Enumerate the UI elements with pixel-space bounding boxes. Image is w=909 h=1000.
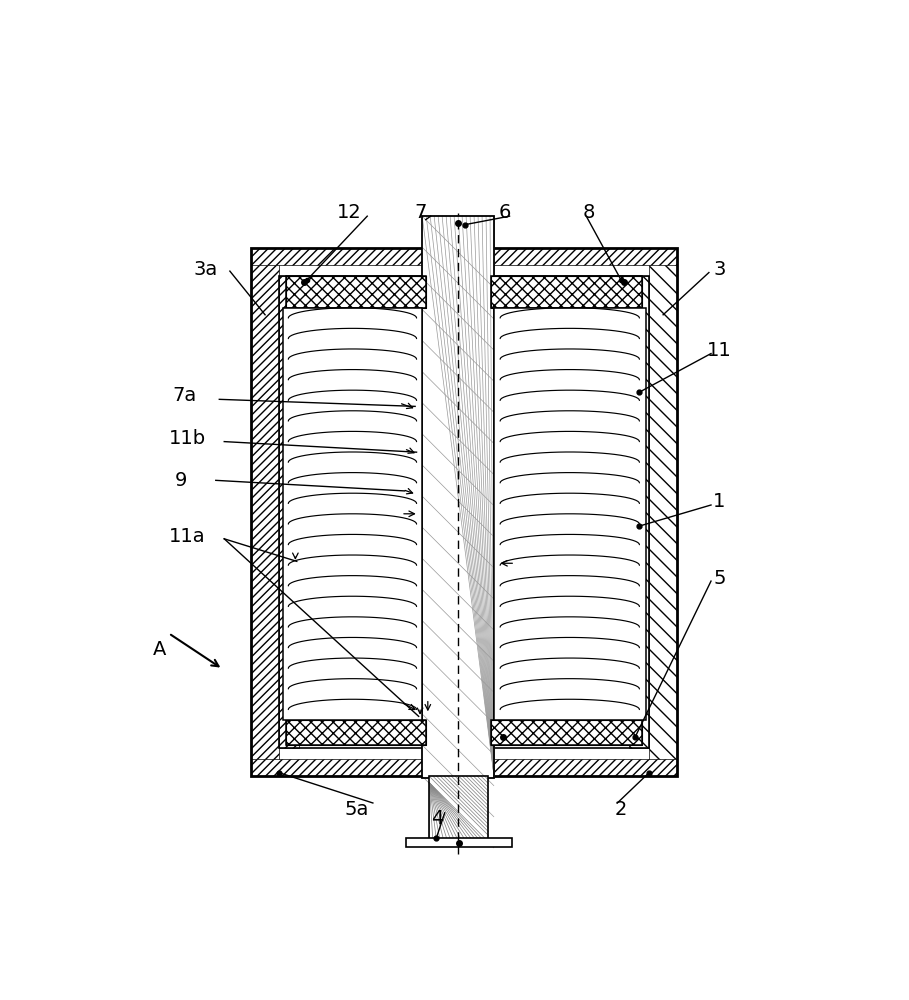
- Text: 2: 2: [614, 800, 627, 819]
- Bar: [629, 276, 649, 748]
- Bar: [279, 276, 299, 748]
- Bar: [494, 308, 645, 720]
- Bar: [491, 276, 642, 308]
- Bar: [251, 759, 677, 776]
- Bar: [251, 248, 677, 265]
- Bar: [286, 276, 425, 308]
- Bar: [491, 720, 642, 745]
- Text: 12: 12: [337, 203, 362, 222]
- Bar: [279, 276, 649, 748]
- Text: 3: 3: [714, 260, 725, 279]
- Text: 11b: 11b: [169, 429, 206, 448]
- Bar: [429, 776, 488, 842]
- Text: 1: 1: [714, 492, 725, 511]
- Text: A: A: [153, 640, 166, 659]
- Bar: [406, 838, 512, 847]
- Bar: [286, 276, 425, 308]
- Bar: [286, 720, 425, 745]
- Text: 11a: 11a: [169, 527, 206, 546]
- Bar: [251, 248, 279, 776]
- Bar: [251, 248, 677, 776]
- Bar: [429, 776, 488, 842]
- Text: 11: 11: [707, 341, 732, 360]
- Bar: [283, 308, 422, 720]
- Text: 6: 6: [498, 203, 511, 222]
- Text: 5a: 5a: [345, 800, 369, 819]
- Bar: [494, 308, 645, 720]
- Text: 7a: 7a: [172, 386, 196, 405]
- Bar: [422, 216, 494, 778]
- Bar: [491, 276, 642, 308]
- Text: 4: 4: [432, 809, 444, 828]
- Text: 3a: 3a: [193, 260, 217, 279]
- Text: 9: 9: [175, 471, 186, 490]
- Text: 8: 8: [583, 203, 595, 222]
- Text: 5: 5: [714, 569, 725, 588]
- Bar: [649, 248, 677, 776]
- Text: 7: 7: [414, 203, 426, 222]
- Bar: [283, 308, 422, 720]
- Bar: [422, 216, 494, 780]
- Bar: [491, 720, 642, 745]
- Bar: [286, 720, 425, 745]
